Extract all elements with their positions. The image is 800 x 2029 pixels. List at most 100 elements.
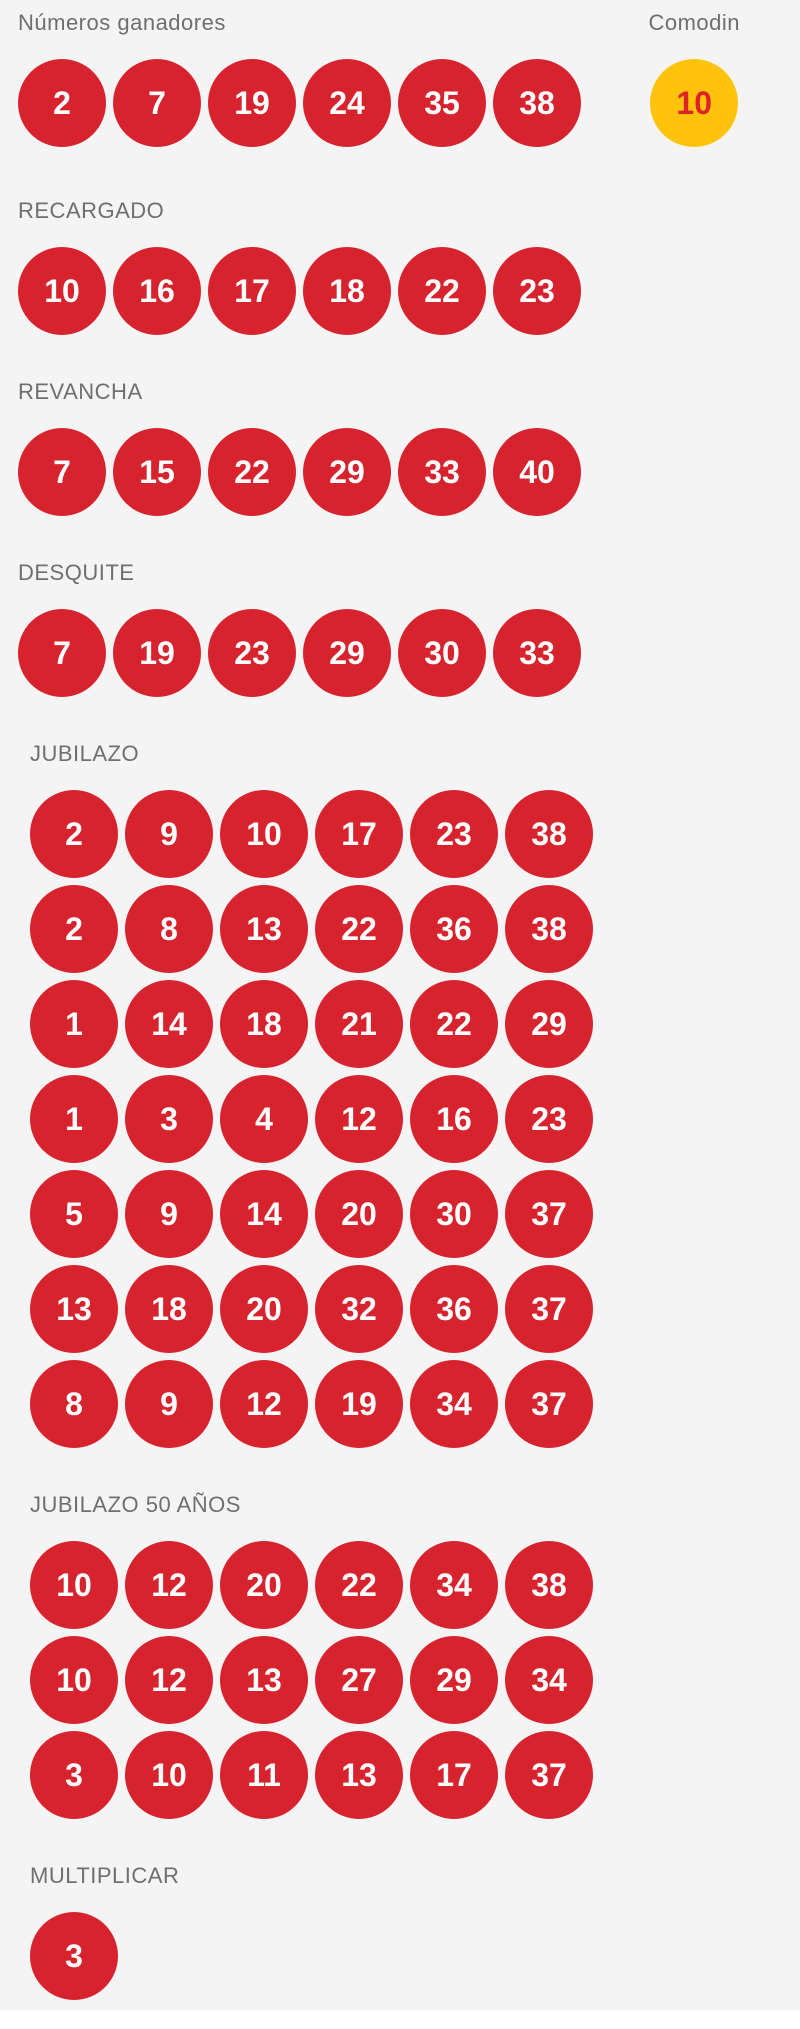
lottery-ball: 1 xyxy=(30,1075,118,1163)
ball-row: 3 10 11 13 17 37 xyxy=(30,1731,800,1819)
section-revancha: REVANCHA 7 15 22 29 33 40 xyxy=(18,379,800,516)
lottery-ball: 10 xyxy=(220,790,308,878)
lottery-ball: 22 xyxy=(315,885,403,973)
lottery-ball: 8 xyxy=(30,1360,118,1448)
lottery-ball: 17 xyxy=(410,1731,498,1819)
lottery-ball: 38 xyxy=(493,59,581,147)
lottery-ball: 16 xyxy=(113,247,201,335)
bottom-white-strip xyxy=(0,2010,800,2029)
revancha-rows: 7 15 22 29 33 40 xyxy=(18,428,800,516)
lottery-ball: 37 xyxy=(505,1265,593,1353)
lottery-ball: 23 xyxy=(505,1075,593,1163)
lottery-ball: 7 xyxy=(113,59,201,147)
recargado-rows: 10 16 17 18 22 23 xyxy=(18,247,800,335)
lottery-ball: 17 xyxy=(315,790,403,878)
lottery-ball: 34 xyxy=(410,1541,498,1629)
lottery-ball: 34 xyxy=(505,1636,593,1724)
section-recargado: RECARGADO 10 16 17 18 22 23 xyxy=(18,198,800,335)
lottery-ball: 14 xyxy=(125,980,213,1068)
lottery-ball: 16 xyxy=(410,1075,498,1163)
section-jubilazo: JUBILAZO 2 9 10 17 23 38 2 8 13 22 36 38 1 14 18 21 22 29… xyxy=(30,741,800,1448)
lottery-ball: 20 xyxy=(315,1170,403,1258)
section-label-jubilazo: JUBILAZO xyxy=(30,741,140,766)
lottery-ball: 18 xyxy=(125,1265,213,1353)
multiplicar-rows: 3 xyxy=(30,1912,800,2000)
lottery-ball: 2 xyxy=(30,885,118,973)
lottery-ball: 14 xyxy=(220,1170,308,1258)
lottery-ball: 12 xyxy=(125,1636,213,1724)
ball-row: 3 xyxy=(30,1912,800,2000)
lottery-ball: 22 xyxy=(410,980,498,1068)
ball-row: 8 9 12 19 34 37 xyxy=(30,1360,800,1448)
ball-row: 2 8 13 22 36 38 xyxy=(30,885,800,973)
lottery-ball: 19 xyxy=(113,609,201,697)
section-numeros-ganadores: Números ganadores 2 7 19 24 35 38 xyxy=(18,10,581,154)
ball-row: 7 19 23 29 30 33 xyxy=(18,609,800,697)
lottery-ball: 17 xyxy=(208,247,296,335)
lottery-ball: 37 xyxy=(505,1731,593,1819)
lottery-ball: 9 xyxy=(125,790,213,878)
lottery-ball: 20 xyxy=(220,1541,308,1629)
lottery-ball: 10 xyxy=(30,1541,118,1629)
lottery-ball: 30 xyxy=(410,1170,498,1258)
ball-row: 2 9 10 17 23 38 xyxy=(30,790,800,878)
lottery-ball: 37 xyxy=(505,1360,593,1448)
ball-row: 1 3 4 12 16 23 xyxy=(30,1075,800,1163)
section-label-jubilazo-50-anos: JUBILAZO 50 AÑOS xyxy=(30,1492,241,1517)
section-label-desquite: DESQUITE xyxy=(18,560,135,585)
ball-row: 10 12 20 22 34 38 xyxy=(30,1541,800,1629)
section-label-comodin: Comodin xyxy=(648,10,740,35)
jubilazo-rows: 2 9 10 17 23 38 2 8 13 22 36 38 1 14 18 21 22 29 1 3 4 12 16 23… xyxy=(30,790,800,1448)
lottery-ball: 2 xyxy=(30,790,118,878)
winning-numbers-band: Números ganadores 2 7 19 24 35 38 Comodin 10 xyxy=(0,0,800,154)
lottery-ball: 37 xyxy=(505,1170,593,1258)
ball-row: 7 15 22 29 33 40 xyxy=(18,428,800,516)
lottery-ball: 38 xyxy=(505,790,593,878)
lottery-ball: 9 xyxy=(125,1360,213,1448)
section-multiplicar: MULTIPLICAR 3 xyxy=(30,1863,800,2000)
lottery-ball: 22 xyxy=(315,1541,403,1629)
lottery-ball: 1 xyxy=(30,980,118,1068)
lottery-ball: 9 xyxy=(125,1170,213,1258)
section-label-numeros-ganadores: Números ganadores xyxy=(18,10,226,35)
lottery-ball: 15 xyxy=(113,428,201,516)
lottery-ball: 12 xyxy=(315,1075,403,1163)
lottery-ball: 38 xyxy=(505,885,593,973)
lottery-ball: 7 xyxy=(18,428,106,516)
lottery-ball: 23 xyxy=(208,609,296,697)
lottery-ball: 23 xyxy=(493,247,581,335)
section-jubilazo-50-anos: JUBILAZO 50 AÑOS 10 12 20 22 34 38 10 12 13 27 29 3… xyxy=(30,1492,800,1819)
lottery-ball: 19 xyxy=(315,1360,403,1448)
lottery-ball: 38 xyxy=(505,1541,593,1629)
ball-row: 1 14 18 21 22 29 xyxy=(30,980,800,1068)
section-desquite: DESQUITE 7 19 23 29 30 33 xyxy=(18,560,800,697)
lottery-ball: 2 xyxy=(18,59,106,147)
ball-row: 10 12 13 27 29 34 xyxy=(30,1636,800,1724)
lottery-ball: 13 xyxy=(30,1265,118,1353)
jubilazo-50-anos-rows: 10 12 20 22 34 38 10 12 13 27 29 34 3 10 11 13 17 37 xyxy=(30,1541,800,1819)
lottery-ball: 22 xyxy=(398,247,486,335)
lottery-ball: 33 xyxy=(493,609,581,697)
lottery-ball: 3 xyxy=(30,1731,118,1819)
lottery-ball: 3 xyxy=(125,1075,213,1163)
lottery-ball: 3 xyxy=(30,1912,118,2000)
section-label-recargado: RECARGADO xyxy=(18,198,165,223)
lottery-ball: 13 xyxy=(220,885,308,973)
lottery-ball: 36 xyxy=(410,885,498,973)
lottery-ball: 7 xyxy=(18,609,106,697)
lottery-ball: 20 xyxy=(220,1265,308,1353)
lottery-ball: 24 xyxy=(303,59,391,147)
lottery-ball: 29 xyxy=(505,980,593,1068)
ball-row: 5 9 14 20 30 37 xyxy=(30,1170,800,1258)
lottery-ball: 34 xyxy=(410,1360,498,1448)
lottery-ball: 13 xyxy=(315,1731,403,1819)
lottery-ball: 18 xyxy=(220,980,308,1068)
lottery-ball: 33 xyxy=(398,428,486,516)
lottery-ball: 27 xyxy=(315,1636,403,1724)
lottery-ball: 12 xyxy=(220,1360,308,1448)
lottery-ball: 29 xyxy=(303,428,391,516)
section-label-multiplicar: MULTIPLICAR xyxy=(30,1863,180,1888)
section-comodin: Comodin 10 xyxy=(648,10,740,147)
lottery-ball: 10 xyxy=(30,1636,118,1724)
